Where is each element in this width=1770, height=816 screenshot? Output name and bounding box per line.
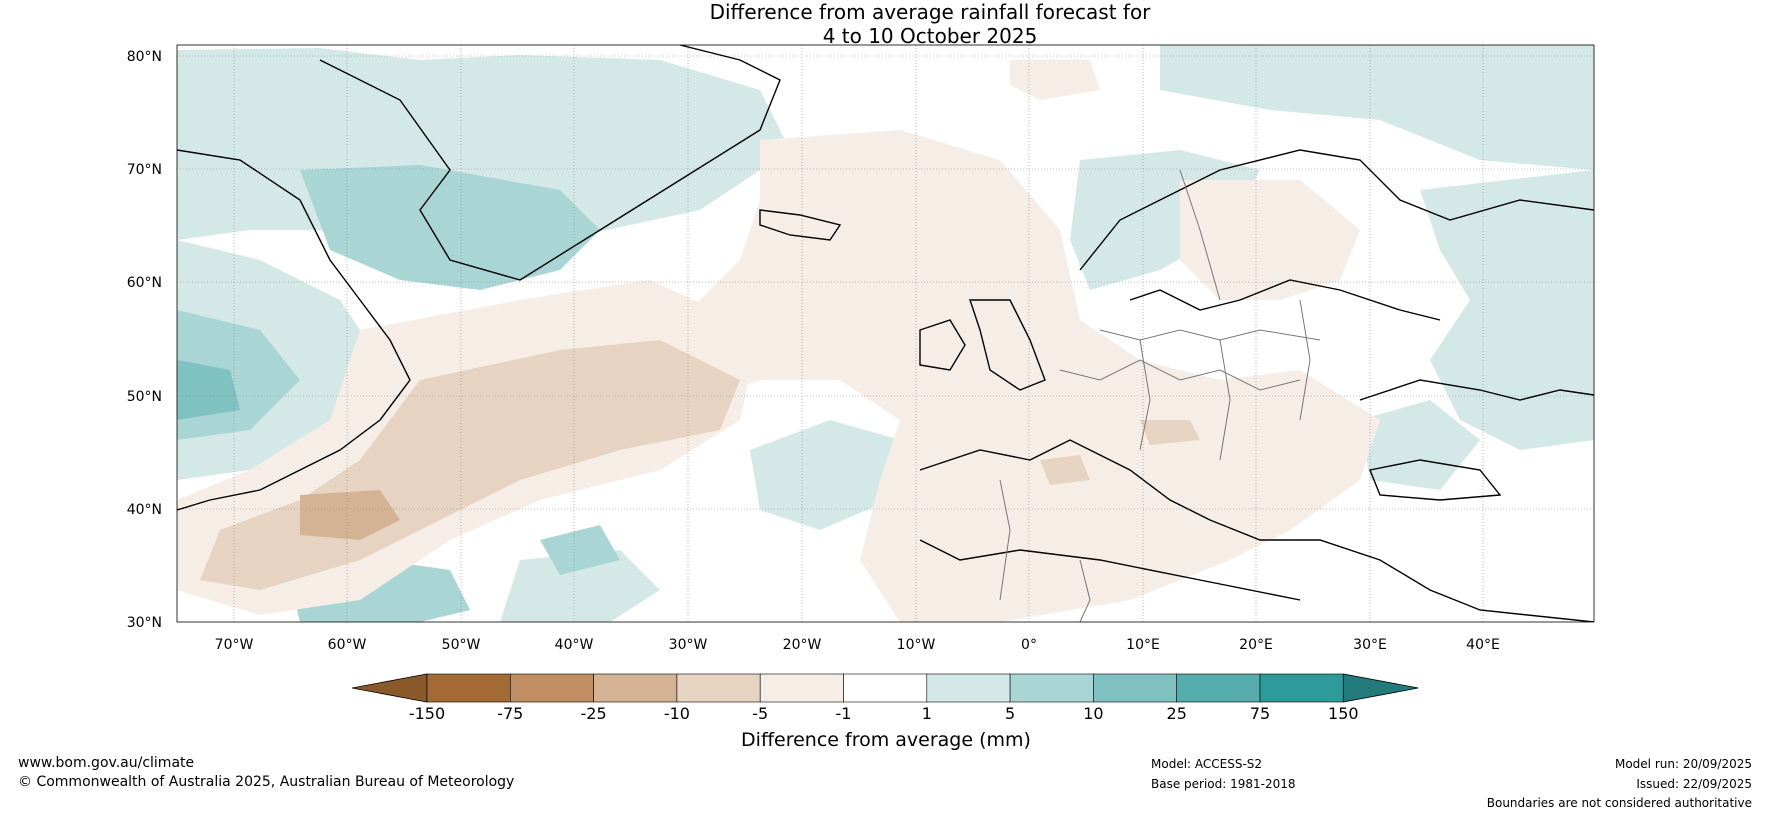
lon-label: 20°W [783,637,822,653]
colorbar-tick-label: -10 [664,704,690,723]
colorbar-tick-label: 150 [1328,704,1359,723]
map-panel [176,44,1595,623]
map-title: Difference from average rainfall forecas… [0,0,1770,48]
title-line-1: Difference from average rainfall forecas… [709,0,1151,24]
lon-label: 20°E [1239,637,1273,653]
issued-date: Issued: 22/09/2025 [1636,777,1752,791]
colorbar-tick-label: 75 [1250,704,1270,723]
lat-label: 70°N [127,162,162,178]
lon-label: 40°W [555,637,594,653]
colorbar-under-arrow [351,673,428,703]
title-line-2: 4 to 10 October 2025 [822,24,1038,48]
lon-label: 40°E [1466,637,1500,653]
colorbar-segment [1259,673,1344,703]
country-borders [999,169,1321,622]
lon-label: 10°E [1126,637,1160,653]
coastlines [177,45,1594,622]
colorbar-segment [676,673,761,703]
lat-label: 40°N [127,502,162,518]
copyright-text: © Commonwealth of Australia 2025, Austra… [18,774,515,790]
colorbar-segment [426,673,511,703]
lat-label: 60°N [127,275,162,291]
colorbar-segment [1093,673,1178,703]
model-run-date: Model run: 20/09/2025 [1614,757,1752,771]
colorbar-segment [843,673,928,703]
map-frame [176,44,1595,623]
colorbar-tick-label: -150 [409,704,445,723]
colorbar-tick-label: 1 [922,704,932,723]
colorbar-segment [759,673,844,703]
lat-label: 30°N [127,615,162,631]
lon-label: 30°E [1353,637,1387,653]
colorbar-tick-label: -1 [836,704,852,723]
map-gridlines [177,45,1594,622]
lon-label: 10°W [897,637,936,653]
colorbar-label: Difference from average (mm) [741,729,1031,751]
lat-label: 80°N [127,49,162,65]
colorbar-tick-label: -25 [581,704,607,723]
colorbar-segment [1009,673,1094,703]
model-name: Model: ACCESS-S2 [1151,757,1263,771]
lon-label: 50°W [442,637,481,653]
colorbar-tick-label: -75 [497,704,523,723]
lon-label: 30°W [669,637,708,653]
latitude-labels: 80°N 70°N 60°N 50°N 40°N 30°N [127,49,162,631]
colorbar-tick-label: 25 [1167,704,1187,723]
colorbar-over-arrow [1342,673,1419,703]
website-link[interactable]: www.bom.gov.au/climate [18,755,195,771]
boundaries-disclaimer: Boundaries are not considered authoritat… [1486,796,1752,810]
lon-label: 0° [1021,637,1037,653]
colorbar-segment [1176,673,1261,703]
colorbar-tick-label: -5 [752,704,768,723]
lat-label: 50°N [127,389,162,405]
colorbar-tick-label: 5 [1005,704,1015,723]
lon-label: 70°W [215,637,254,653]
colorbar-segment [593,673,678,703]
lon-label: 60°W [328,637,367,653]
colorbar-segment [926,673,1011,703]
longitude-labels: 70°W 60°W 50°W 40°W 30°W 20°W 10°W 0° 10°E 20°E 30… [215,637,1500,653]
colorbar: -150 -75 -25 -10 -5 -1 1 5 10 25 75 150 [351,673,1419,723]
rainfall-anomaly-field [177,45,1594,622]
colorbar-tick-label: 10 [1083,704,1103,723]
colorbar-segment [509,673,594,703]
base-period: Base period: 1981-2018 [1151,777,1296,791]
